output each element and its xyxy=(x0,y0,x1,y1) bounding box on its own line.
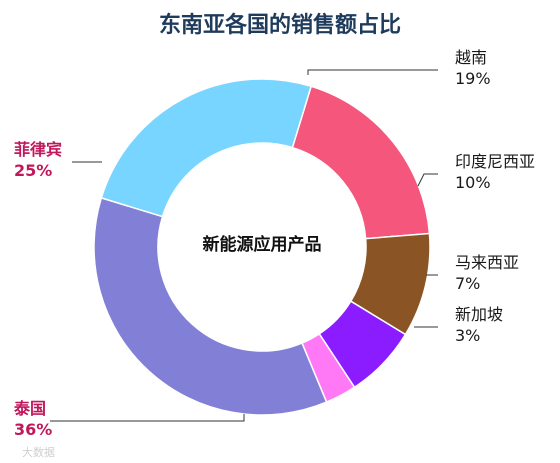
slice-label-name-2: 马来西亚 xyxy=(455,253,519,272)
slice-5 xyxy=(100,78,313,218)
watermark: 大数据 xyxy=(22,445,55,459)
slice-0 xyxy=(291,85,431,240)
slice-label-name-4: 泰国 xyxy=(13,399,46,418)
leader-line-0 xyxy=(307,69,438,75)
slice-label-value-1: 10% xyxy=(455,173,491,192)
slice-label-value-4: 36% xyxy=(14,420,52,439)
slice-4 xyxy=(93,196,328,416)
slice-label-name-5: 菲律宾 xyxy=(14,140,62,159)
slice-label-name-3: 新加坡 xyxy=(455,305,503,324)
pie-slices xyxy=(93,78,431,416)
slice-label-value-3: 3% xyxy=(455,326,480,345)
slice-label-value-0: 19% xyxy=(455,69,491,88)
leader-line-4 xyxy=(50,414,245,422)
slice-label-name-1: 印度尼西亚 xyxy=(455,152,535,171)
chart-title: 东南亚各国的销售额占比 xyxy=(159,12,401,38)
slice-labels: 越南 19% 印度尼西亚 10% 马来西亚 7% 新加坡 3% 泰国 36% 菲律宾 25% xyxy=(13,48,535,439)
center-label: 新能源应用产品 xyxy=(203,234,322,255)
slice-label-name-0: 越南 xyxy=(455,48,487,67)
slice-label-value-5: 25% xyxy=(14,161,52,180)
leader-line-1 xyxy=(417,173,438,187)
slice-label-value-2: 7% xyxy=(455,274,480,293)
